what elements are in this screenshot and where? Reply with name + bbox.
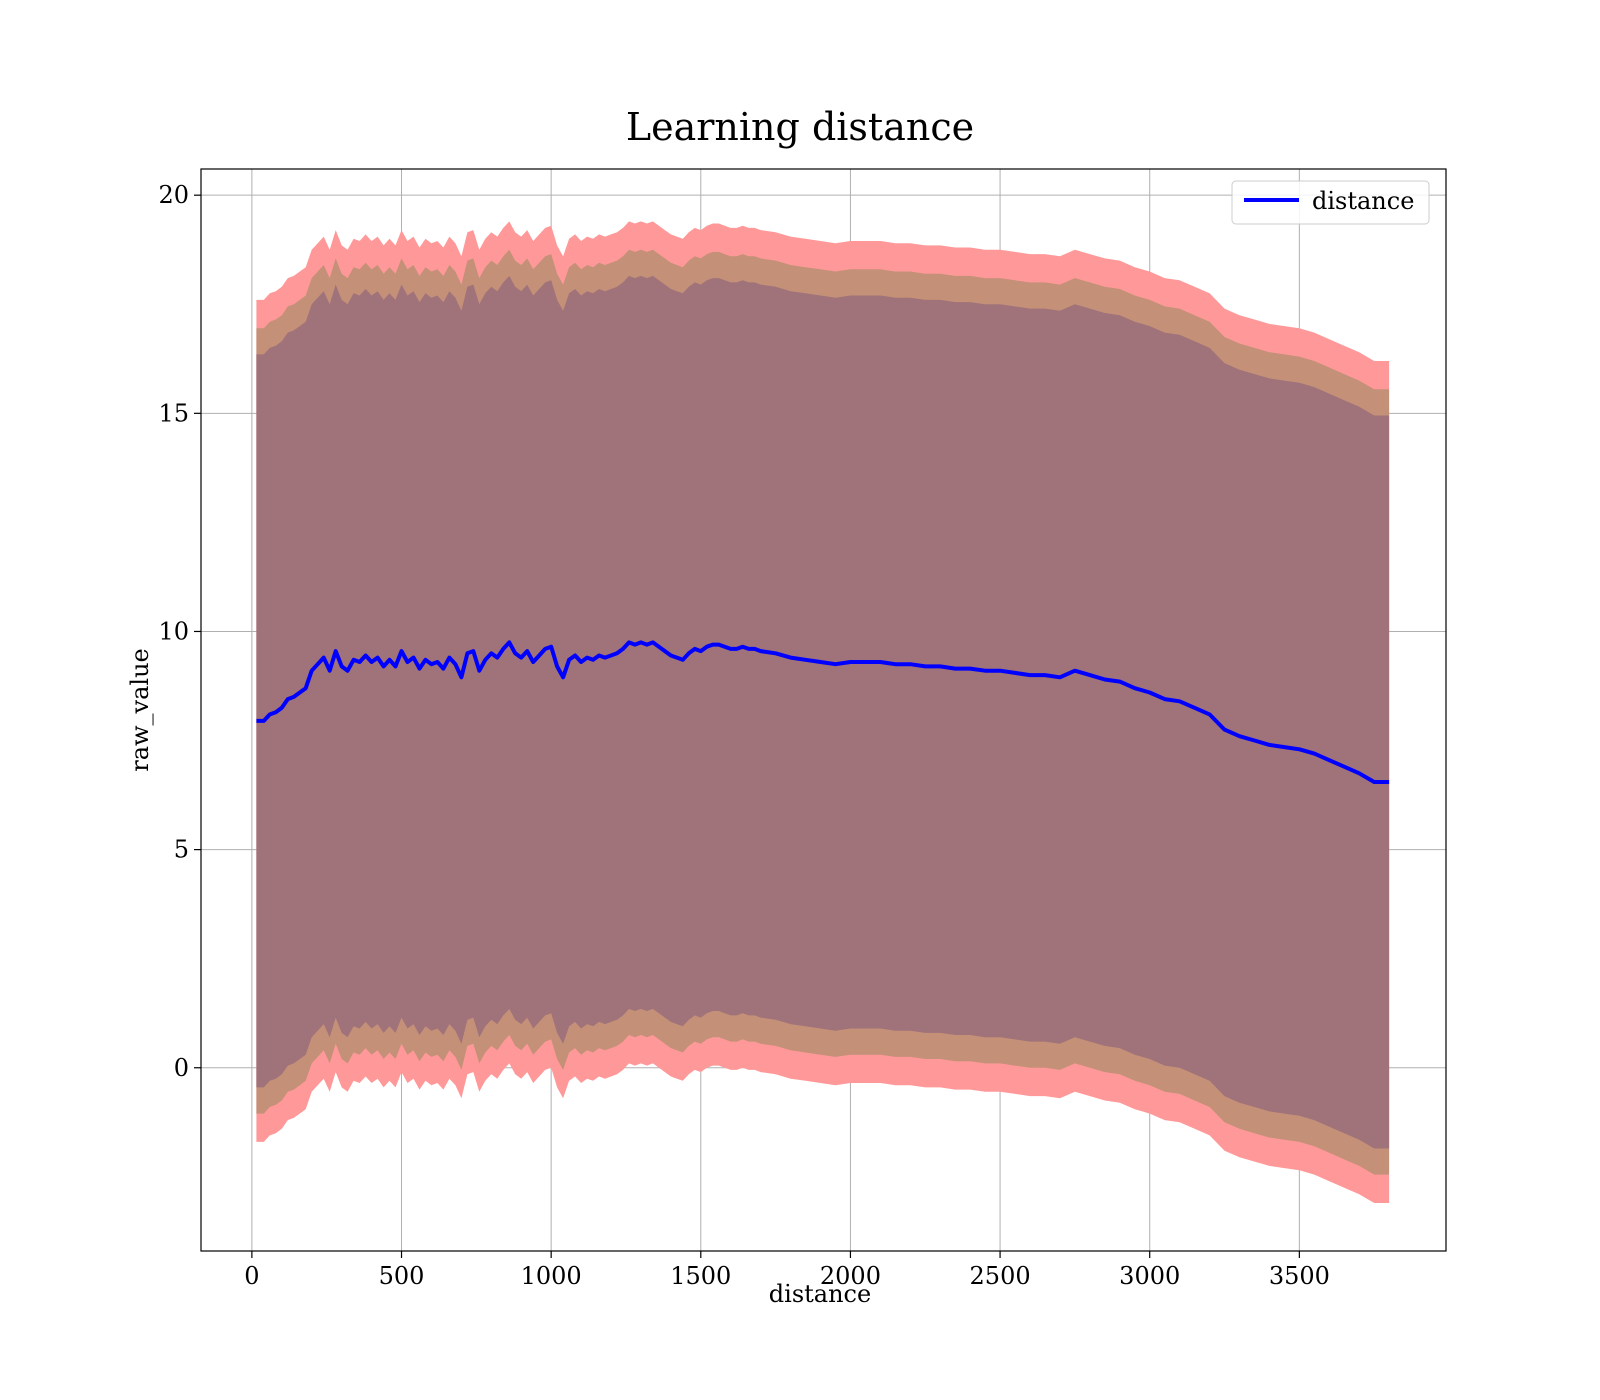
x-axis-label: distance	[769, 1280, 871, 1308]
y-tick-label: 0	[174, 1054, 189, 1082]
x-tick-label: 0	[244, 1262, 259, 1290]
x-tick-label: 2000	[820, 1262, 881, 1290]
series-line-distance	[256, 640, 1390, 784]
x-tick-label: 1500	[670, 1262, 731, 1290]
plot-frame	[200, 168, 1447, 1252]
chart-title: Learning distance	[626, 105, 974, 149]
confidence-bands	[256, 221, 1390, 1203]
legend: distance	[1231, 180, 1430, 225]
y-tick-label: 5	[174, 836, 189, 864]
legend-entry-distance: distance	[1312, 187, 1414, 215]
legend-box	[1231, 180, 1430, 225]
y-tick-label: 10	[158, 617, 189, 645]
x-tick-label: 3000	[1119, 1262, 1180, 1290]
x-tick-label: 2500	[970, 1262, 1031, 1290]
y-axis-label: raw_value	[126, 648, 154, 772]
y-tick-label: 15	[158, 399, 189, 427]
x-tick-label: 1000	[521, 1262, 582, 1290]
inner-band	[256, 275, 1390, 1149]
y-tick-label: 20	[158, 181, 189, 209]
series-lines	[256, 640, 1390, 784]
axis-ticks: 0 500 1000 1500 2000 2500 3000 3500 0 5 10 15 20	[158, 181, 1329, 1290]
x-tick-label: 3500	[1269, 1262, 1330, 1290]
x-tick-label: 500	[379, 1262, 425, 1290]
